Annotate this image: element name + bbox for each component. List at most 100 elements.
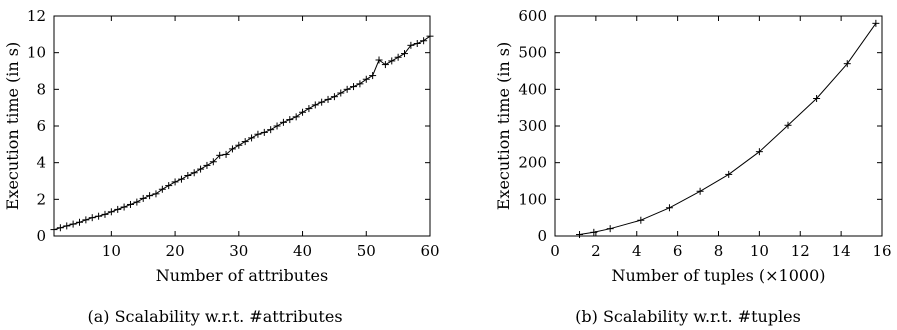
- series-layer: [50, 32, 434, 234]
- data-point: [235, 141, 243, 149]
- y-tick-label: 2: [36, 190, 46, 208]
- y-tick-label: 600: [518, 7, 547, 25]
- data-point: [133, 198, 141, 206]
- x-tick-label: 6: [673, 242, 683, 260]
- y-tick-label: 200: [518, 154, 547, 172]
- data-point: [311, 101, 319, 109]
- data-point: [420, 37, 428, 45]
- data-point: [222, 150, 230, 158]
- data-point: [88, 214, 96, 222]
- x-tick-label: 50: [357, 242, 376, 260]
- data-point: [375, 56, 383, 64]
- plot-frame: [554, 15, 883, 237]
- y-tick-label: 500: [518, 44, 547, 62]
- x-tick-label: 30: [229, 242, 248, 260]
- data-point: [63, 222, 71, 230]
- data-point: [107, 208, 115, 216]
- data-point: [755, 148, 763, 156]
- data-point: [696, 187, 704, 195]
- x-tick-label: 60: [420, 242, 439, 260]
- y-tick-label: 12: [27, 7, 46, 25]
- y-axis-title: Execution time (in s): [494, 42, 513, 210]
- tick-layer: 10 20 30 40 50 60 0 2 4 6 8 10 12: [27, 7, 440, 260]
- x-tick-label: 8: [714, 242, 724, 260]
- y-axis-title: Execution time (in s): [3, 42, 22, 210]
- data-point: [75, 218, 83, 226]
- data-point: [576, 231, 584, 239]
- data-point: [407, 41, 415, 49]
- y-tick-label: 10: [27, 44, 46, 62]
- data-point: [665, 204, 673, 212]
- data-point: [324, 95, 332, 103]
- data-point: [139, 194, 147, 202]
- data-point: [292, 113, 300, 121]
- data-point: [267, 126, 275, 134]
- data-point: [190, 169, 198, 177]
- y-tick-label: 300: [518, 117, 547, 135]
- y-tick-label: 4: [36, 154, 46, 172]
- data-point: [177, 175, 185, 183]
- data-point: [872, 19, 880, 27]
- data-point: [843, 60, 851, 68]
- chart-attributes: 10 20 30 40 50 60 0 2 4 6 8 10 12 Number of attribut…: [3, 7, 440, 326]
- chart-tuples: 0 2 4 6 8 10 12 14 16 0 100 200 300 400 500 600 Number …: [494, 7, 892, 326]
- data-point: [394, 53, 402, 61]
- data-point: [69, 220, 77, 228]
- x-tick-label: 12: [791, 242, 810, 260]
- chart-caption: (a) Scalability w.r.t. #attributes: [87, 307, 342, 326]
- data-point: [381, 61, 389, 69]
- y-tick-label: 0: [36, 227, 46, 245]
- y-tick-label: 100: [518, 190, 547, 208]
- series-line: [579, 23, 877, 235]
- data-point: [356, 80, 364, 88]
- data-point: [318, 98, 326, 106]
- x-tick-label: 2: [591, 242, 601, 260]
- data-point: [305, 105, 313, 113]
- data-point: [273, 122, 281, 130]
- data-point: [184, 172, 192, 179]
- y-tick-label: 0: [537, 227, 547, 245]
- data-point: [114, 205, 122, 213]
- chart-caption: (b) Scalability w.r.t. #tuples: [575, 307, 801, 326]
- x-tick-label: 16: [872, 242, 891, 260]
- data-point: [216, 151, 224, 159]
- x-tick-label: 20: [166, 242, 185, 260]
- x-axis-title: Number of tuples (×1000): [611, 266, 825, 285]
- data-point: [248, 134, 256, 142]
- data-point: [171, 178, 179, 186]
- data-point: [813, 95, 821, 102]
- data-point: [241, 138, 249, 146]
- x-tick-label: 14: [832, 242, 851, 260]
- data-point: [606, 225, 614, 233]
- data-point: [343, 85, 351, 93]
- data-point: [203, 161, 211, 169]
- x-tick-label: 40: [293, 242, 312, 260]
- data-point: [286, 116, 294, 124]
- data-point: [56, 224, 64, 232]
- x-tick-label: 4: [632, 242, 642, 260]
- y-tick-label: 400: [518, 80, 547, 98]
- data-point: [228, 145, 236, 153]
- tick-layer: 0 2 4 6 8 10 12 14 16 0 100 200 300 400 500 600: [518, 7, 891, 260]
- data-point: [413, 40, 421, 47]
- data-point: [95, 212, 103, 220]
- data-point: [362, 75, 370, 83]
- data-point: [637, 216, 645, 224]
- data-point: [82, 216, 90, 224]
- x-tick-label: 0: [550, 242, 560, 260]
- data-point: [784, 121, 792, 129]
- series-layer: [576, 19, 880, 239]
- data-point: [120, 203, 128, 211]
- data-point: [388, 57, 396, 65]
- x-tick-label: 10: [102, 242, 121, 260]
- data-point: [158, 185, 166, 193]
- data-point: [197, 165, 205, 173]
- plot-frame: [53, 15, 431, 237]
- data-point: [330, 93, 338, 101]
- series-line: [53, 35, 431, 231]
- data-point: [369, 72, 377, 80]
- y-tick-label: 8: [36, 80, 46, 98]
- data-point: [260, 128, 268, 136]
- data-point: [165, 182, 173, 190]
